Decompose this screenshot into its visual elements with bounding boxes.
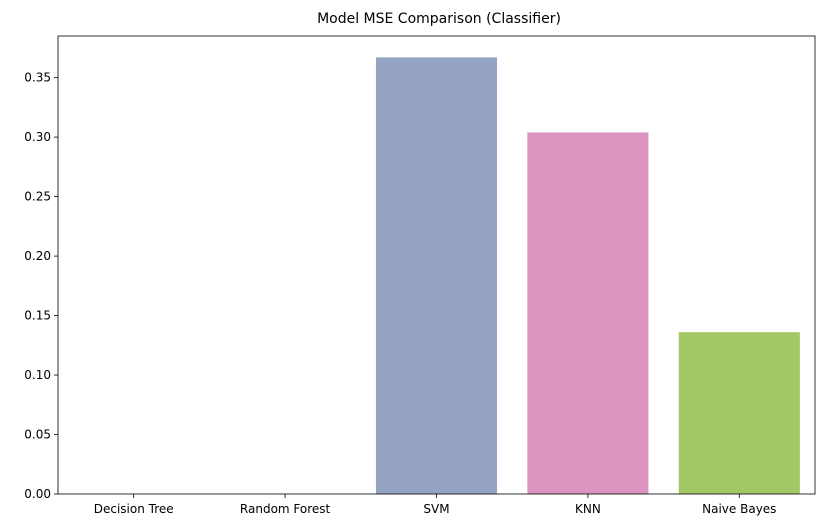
- y-tick-label: 0.20: [24, 249, 51, 263]
- bars-group: [375, 57, 800, 494]
- x-tick-label: KNN: [575, 502, 601, 516]
- bar-svm: [375, 57, 498, 494]
- bar-knn: [527, 132, 649, 494]
- y-tick-label: 0.00: [24, 487, 51, 501]
- x-tick-label: Decision Tree: [94, 502, 174, 516]
- y-tick-label: 0.30: [24, 130, 51, 144]
- y-tick-label: 0.35: [24, 71, 51, 85]
- y-axis: 0.00 0.05 0.10 0.15 0.20 0.25 0.30 0.35: [24, 71, 58, 501]
- y-tick-label: 0.05: [24, 428, 51, 442]
- x-tick-label: Naive Bayes: [702, 502, 776, 516]
- y-tick-label: 0.25: [24, 190, 51, 204]
- y-tick-label: 0.10: [24, 368, 51, 382]
- y-tick-label: 0.15: [24, 309, 51, 323]
- x-axis: Decision Tree Random Forest SVM KNN Naive Ba…: [94, 494, 776, 516]
- plot-frame: [57, 35, 816, 495]
- x-tick-label: SVM: [423, 502, 449, 516]
- chart-title: Model MSE Comparison (Classifier): [317, 11, 561, 27]
- bar-naive-bayes: [678, 332, 800, 494]
- x-tick-label: Random Forest: [240, 502, 331, 516]
